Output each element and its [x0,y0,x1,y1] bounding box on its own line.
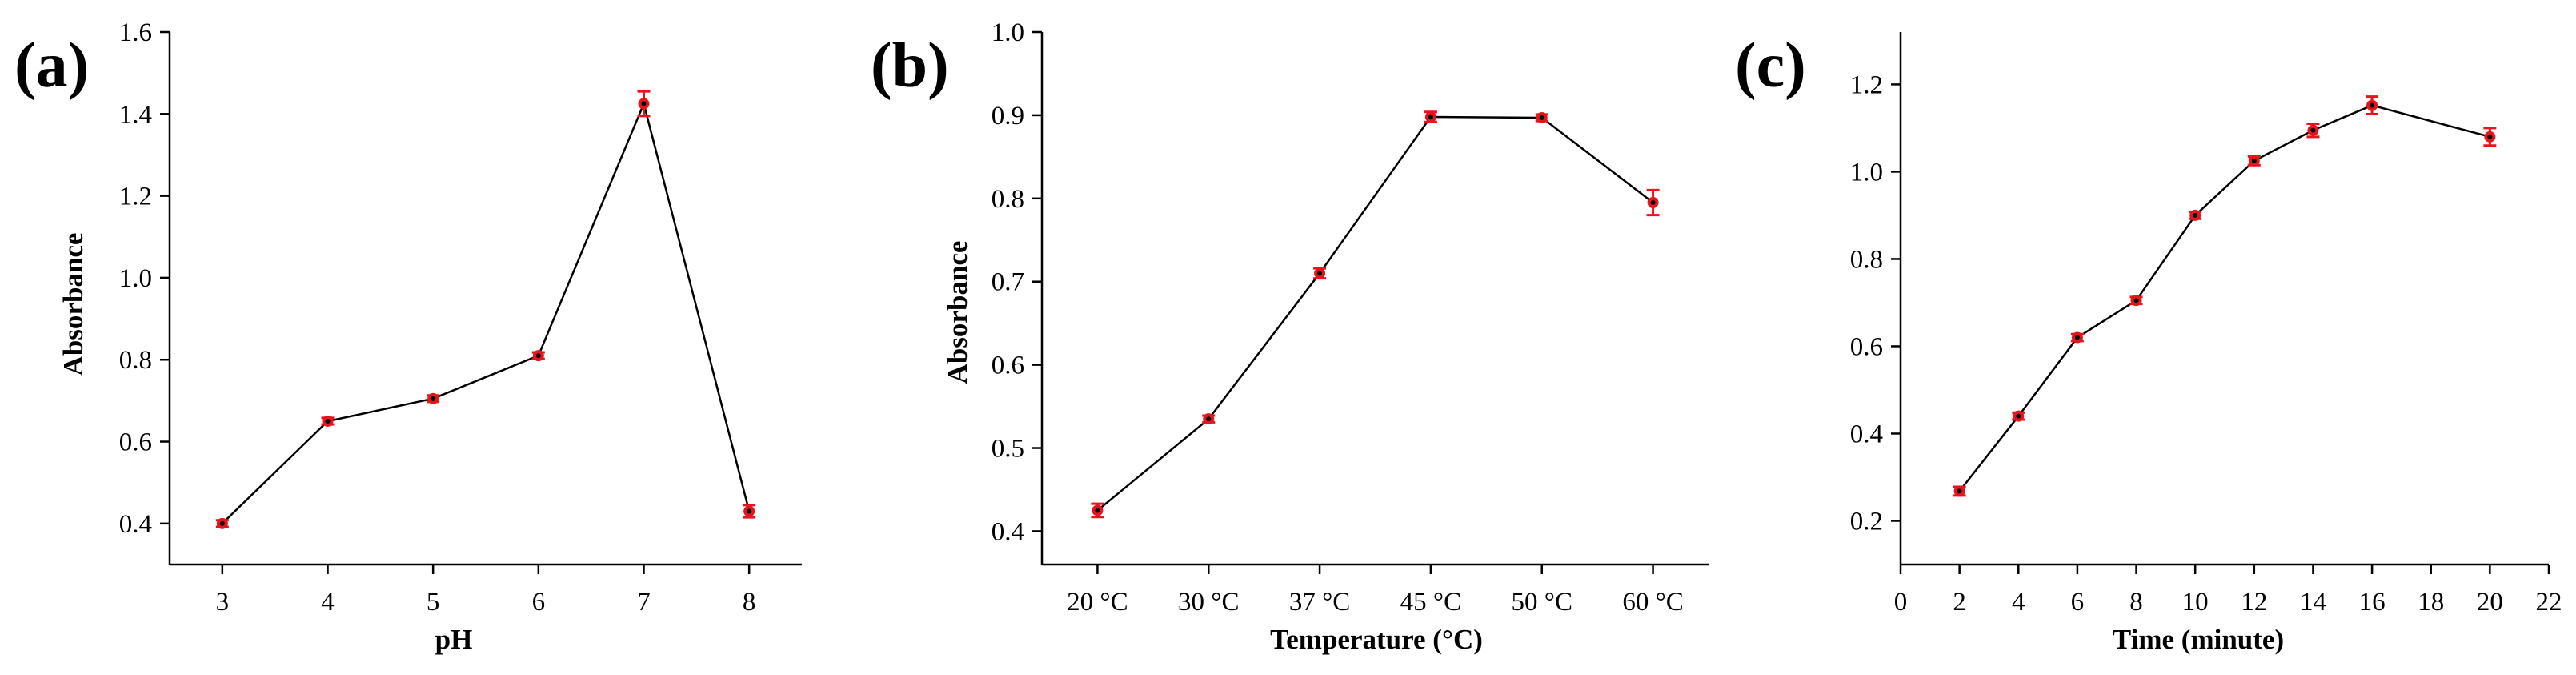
data-point-center [1206,416,1212,422]
x-axis-title-a: pH [435,624,473,655]
chart-panel-b: (b) Absorbance Temperature (°C) 0.4 0.5 0.… [871,18,1709,655]
data-point-center [1539,115,1544,121]
panel-label-c: (c) [1735,30,1806,101]
series-line-c [1958,104,2490,492]
data-point-center [2074,335,2080,340]
x-tick-label: 20 [2477,588,2503,617]
x-axis-title-b: Temperature (°C) [1270,624,1483,655]
x-tick-label: 3 [216,588,230,617]
y-tick-label: 1.4 [119,100,152,129]
x-tick-label: 50 °C [1512,588,1572,617]
x-tick-label: 20 °C [1067,588,1128,617]
y-tick-label: 1.2 [1850,70,1883,99]
y-tick-label: 1.0 [1850,158,1883,187]
y-tick-label: 1.6 [119,18,152,47]
series-line-b [1096,115,1654,512]
y-axis-title-a: Absorbance [58,233,89,376]
y-tick-label: 1.0 [992,18,1024,47]
x-tick-label: 7 [637,588,651,617]
x-tick-label: 4 [321,588,335,617]
x-tick-label: 37 °C [1289,588,1350,617]
x-tick-label: 6 [532,588,546,617]
data-point-center [1428,114,1433,119]
y-tick-label: 1.0 [119,264,152,293]
x-tick-label: 8 [743,588,756,617]
data-point-center [2133,298,2139,303]
x-tick-label: 16 [2359,588,2386,617]
y-tick-label: 1.2 [119,183,152,211]
y-tick-label: 0.6 [1850,332,1883,361]
data-point-center [1317,271,1323,276]
x-tick-label: 10 [2182,588,2209,617]
y-tick-label: 0.6 [119,428,152,457]
data-point-center [535,353,541,359]
x-tick-label: 45 °C [1400,588,1461,617]
data-point-center [1095,508,1100,513]
x-tick-label: 60 °C [1622,588,1683,617]
data-point-center [1650,200,1656,206]
y-tick-label: 0.2 [1850,507,1883,536]
chart-panel-c: (c) Time (minute) 0.2 0.4 0.6 0.8 1.0 1.2 0 2 4 6… [1735,30,2562,655]
x-tick-label: 14 [2300,588,2326,617]
y-tick-label: 0.7 [992,268,1024,297]
panel-label-b: (b) [871,30,949,101]
x-tick-label: 4 [2012,588,2025,617]
y-tick-label: 0.8 [992,185,1024,214]
data-point-center [747,508,752,514]
x-tick-label: 30 °C [1178,588,1239,617]
y-tick-label: 0.8 [119,346,152,375]
data-point-center [2487,134,2493,139]
y-tick-label: 0.6 [992,352,1024,380]
data-point-center [2310,127,2316,133]
y-tick-label: 0.4 [119,510,152,539]
x-tick-label: 22 [2536,588,2562,617]
panel-label-a: (a) [14,30,89,101]
x-tick-label: 6 [2071,588,2085,617]
chart-panel-a: (a) Absorbance pH 0.4 0.6 0.8 1.0 1.2 1.4 1.6 3… [14,18,802,655]
y-tick-label: 0.4 [1850,420,1883,448]
x-axis-title-c: Time (minute) [2113,624,2284,655]
y-tick-label: 0.8 [1850,245,1883,274]
x-tick-label: 18 [2418,588,2444,617]
data-point-center [431,396,436,401]
data-point-center [641,101,647,106]
x-tick-label: 5 [427,588,440,617]
data-point-center [219,520,225,526]
data-point-center [2193,212,2198,218]
data-point-center [2251,158,2257,163]
x-tick-label: 8 [2129,588,2143,617]
data-point-center [1957,488,1962,494]
x-tick-label: 0 [1894,588,1908,617]
series-line-a [221,100,751,524]
y-axis-title-b: Absorbance [942,241,973,384]
y-tick-label: 0.9 [992,102,1024,131]
x-tick-label: 2 [1953,588,1966,617]
y-tick-label: 0.5 [992,435,1024,464]
data-point-center [2370,102,2375,108]
data-point-center [2016,413,2021,419]
data-point-center [325,418,331,424]
x-tick-label: 12 [2241,588,2267,617]
y-tick-label: 0.4 [992,517,1024,546]
